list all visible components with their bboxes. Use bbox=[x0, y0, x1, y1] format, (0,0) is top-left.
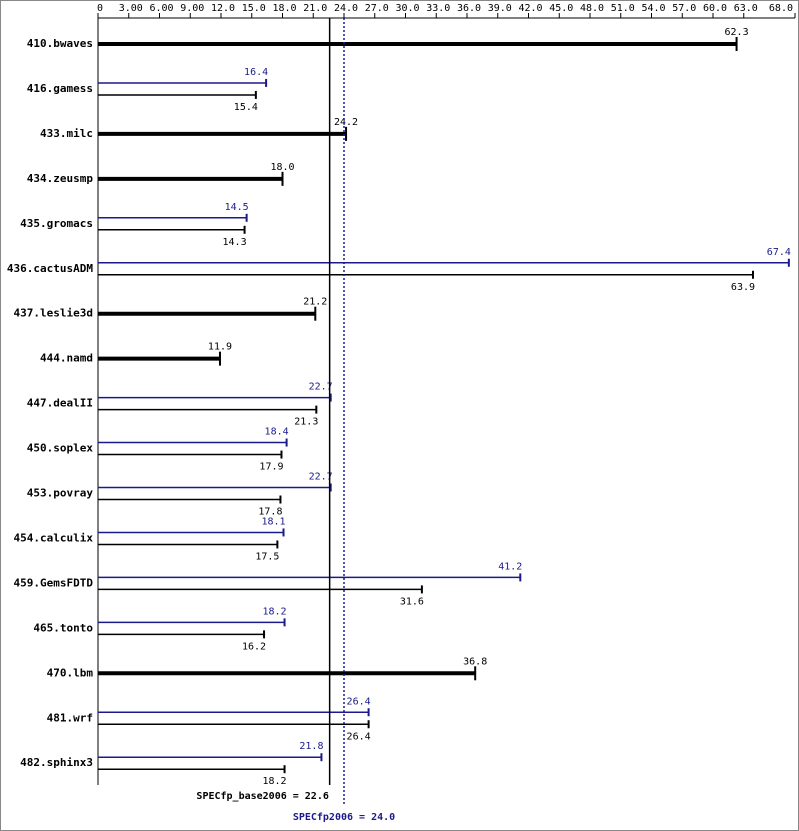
x-tick-label: 60.0 bbox=[703, 3, 727, 14]
value-label: 26.4 bbox=[347, 731, 371, 742]
x-tick-label: 57.0 bbox=[672, 3, 696, 14]
category-label: 436.cactusADM bbox=[7, 262, 93, 275]
value-label: 17.8 bbox=[258, 507, 282, 518]
category-label: 481.wrf bbox=[47, 711, 93, 724]
value-label: 22.7 bbox=[309, 382, 333, 393]
value-label: 67.4 bbox=[767, 247, 791, 258]
x-tick-label: 54.0 bbox=[641, 3, 665, 14]
category-label: 444.namd bbox=[40, 352, 93, 365]
x-tick-label: 39.0 bbox=[488, 3, 512, 14]
x-tick-label: 24.0 bbox=[334, 3, 358, 14]
x-tick-label: 15.0 bbox=[242, 3, 266, 14]
x-tick-label: 36.0 bbox=[457, 3, 481, 14]
category-label: 453.povray bbox=[27, 487, 94, 500]
value-label: 63.9 bbox=[731, 282, 755, 293]
value-label: 18.0 bbox=[270, 162, 294, 173]
value-label: 16.2 bbox=[242, 641, 266, 652]
x-tick-label: 51.0 bbox=[611, 3, 635, 14]
value-label: 17.9 bbox=[259, 462, 283, 473]
x-tick-label: 33.0 bbox=[426, 3, 450, 14]
x-tick-label: 45.0 bbox=[549, 3, 573, 14]
x-tick-label: 68.0 bbox=[769, 3, 793, 14]
value-label: 62.3 bbox=[725, 27, 749, 38]
value-label: 31.6 bbox=[400, 596, 424, 607]
x-tick-label: 18.0 bbox=[272, 3, 296, 14]
value-label: 21.3 bbox=[294, 417, 318, 428]
value-label: 16.4 bbox=[244, 67, 268, 78]
category-label: 482.sphinx3 bbox=[20, 756, 93, 769]
value-label: 18.4 bbox=[265, 427, 289, 438]
x-tick-label: 48.0 bbox=[580, 3, 604, 14]
category-label: 465.tonto bbox=[33, 621, 93, 634]
value-label: 18.2 bbox=[263, 776, 287, 787]
category-label: 410.bwaves bbox=[27, 37, 93, 50]
x-tick-label: 12.0 bbox=[211, 3, 235, 14]
category-label: 459.GemsFDTD bbox=[14, 576, 94, 589]
x-tick-label: 0 bbox=[97, 3, 103, 14]
reference-label: SPECfp_base2006 = 22.6 bbox=[196, 791, 328, 802]
category-label: 470.lbm bbox=[47, 666, 94, 679]
value-label: 41.2 bbox=[498, 561, 522, 572]
value-label: 18.1 bbox=[261, 516, 285, 527]
reference-label: SPECfp2006 = 24.0 bbox=[293, 812, 395, 823]
category-label: 454.calculix bbox=[14, 531, 94, 544]
value-label: 21.8 bbox=[299, 741, 323, 752]
category-label: 435.gromacs bbox=[20, 217, 93, 230]
value-label: 22.7 bbox=[309, 472, 333, 483]
x-tick-label: 42.0 bbox=[518, 3, 542, 14]
category-label: 437.leslie3d bbox=[14, 307, 93, 320]
x-tick-label: 30.0 bbox=[395, 3, 419, 14]
value-label: 15.4 bbox=[234, 102, 258, 113]
value-label: 21.2 bbox=[303, 297, 327, 308]
category-label: 433.milc bbox=[40, 127, 93, 140]
value-label: 14.3 bbox=[223, 237, 247, 248]
x-tick-label: 6.00 bbox=[149, 3, 173, 14]
value-label: 11.9 bbox=[208, 342, 232, 353]
value-label: 18.2 bbox=[263, 606, 287, 617]
category-label: 434.zeusmp bbox=[27, 172, 94, 185]
x-tick-label: 63.0 bbox=[734, 3, 758, 14]
x-tick-label: 21.0 bbox=[303, 3, 327, 14]
x-tick-label: 27.0 bbox=[365, 3, 389, 14]
value-label: 14.5 bbox=[225, 202, 249, 213]
value-label: 24.2 bbox=[334, 117, 358, 128]
value-label: 36.8 bbox=[463, 656, 487, 667]
category-label: 450.soplex bbox=[27, 442, 94, 455]
x-tick-label: 3.00 bbox=[119, 3, 143, 14]
category-label: 447.dealII bbox=[27, 397, 93, 410]
x-tick-label: 9.00 bbox=[180, 3, 204, 14]
category-label: 416.gamess bbox=[27, 82, 93, 95]
value-label: 17.5 bbox=[255, 551, 279, 562]
value-label: 26.4 bbox=[347, 696, 371, 707]
